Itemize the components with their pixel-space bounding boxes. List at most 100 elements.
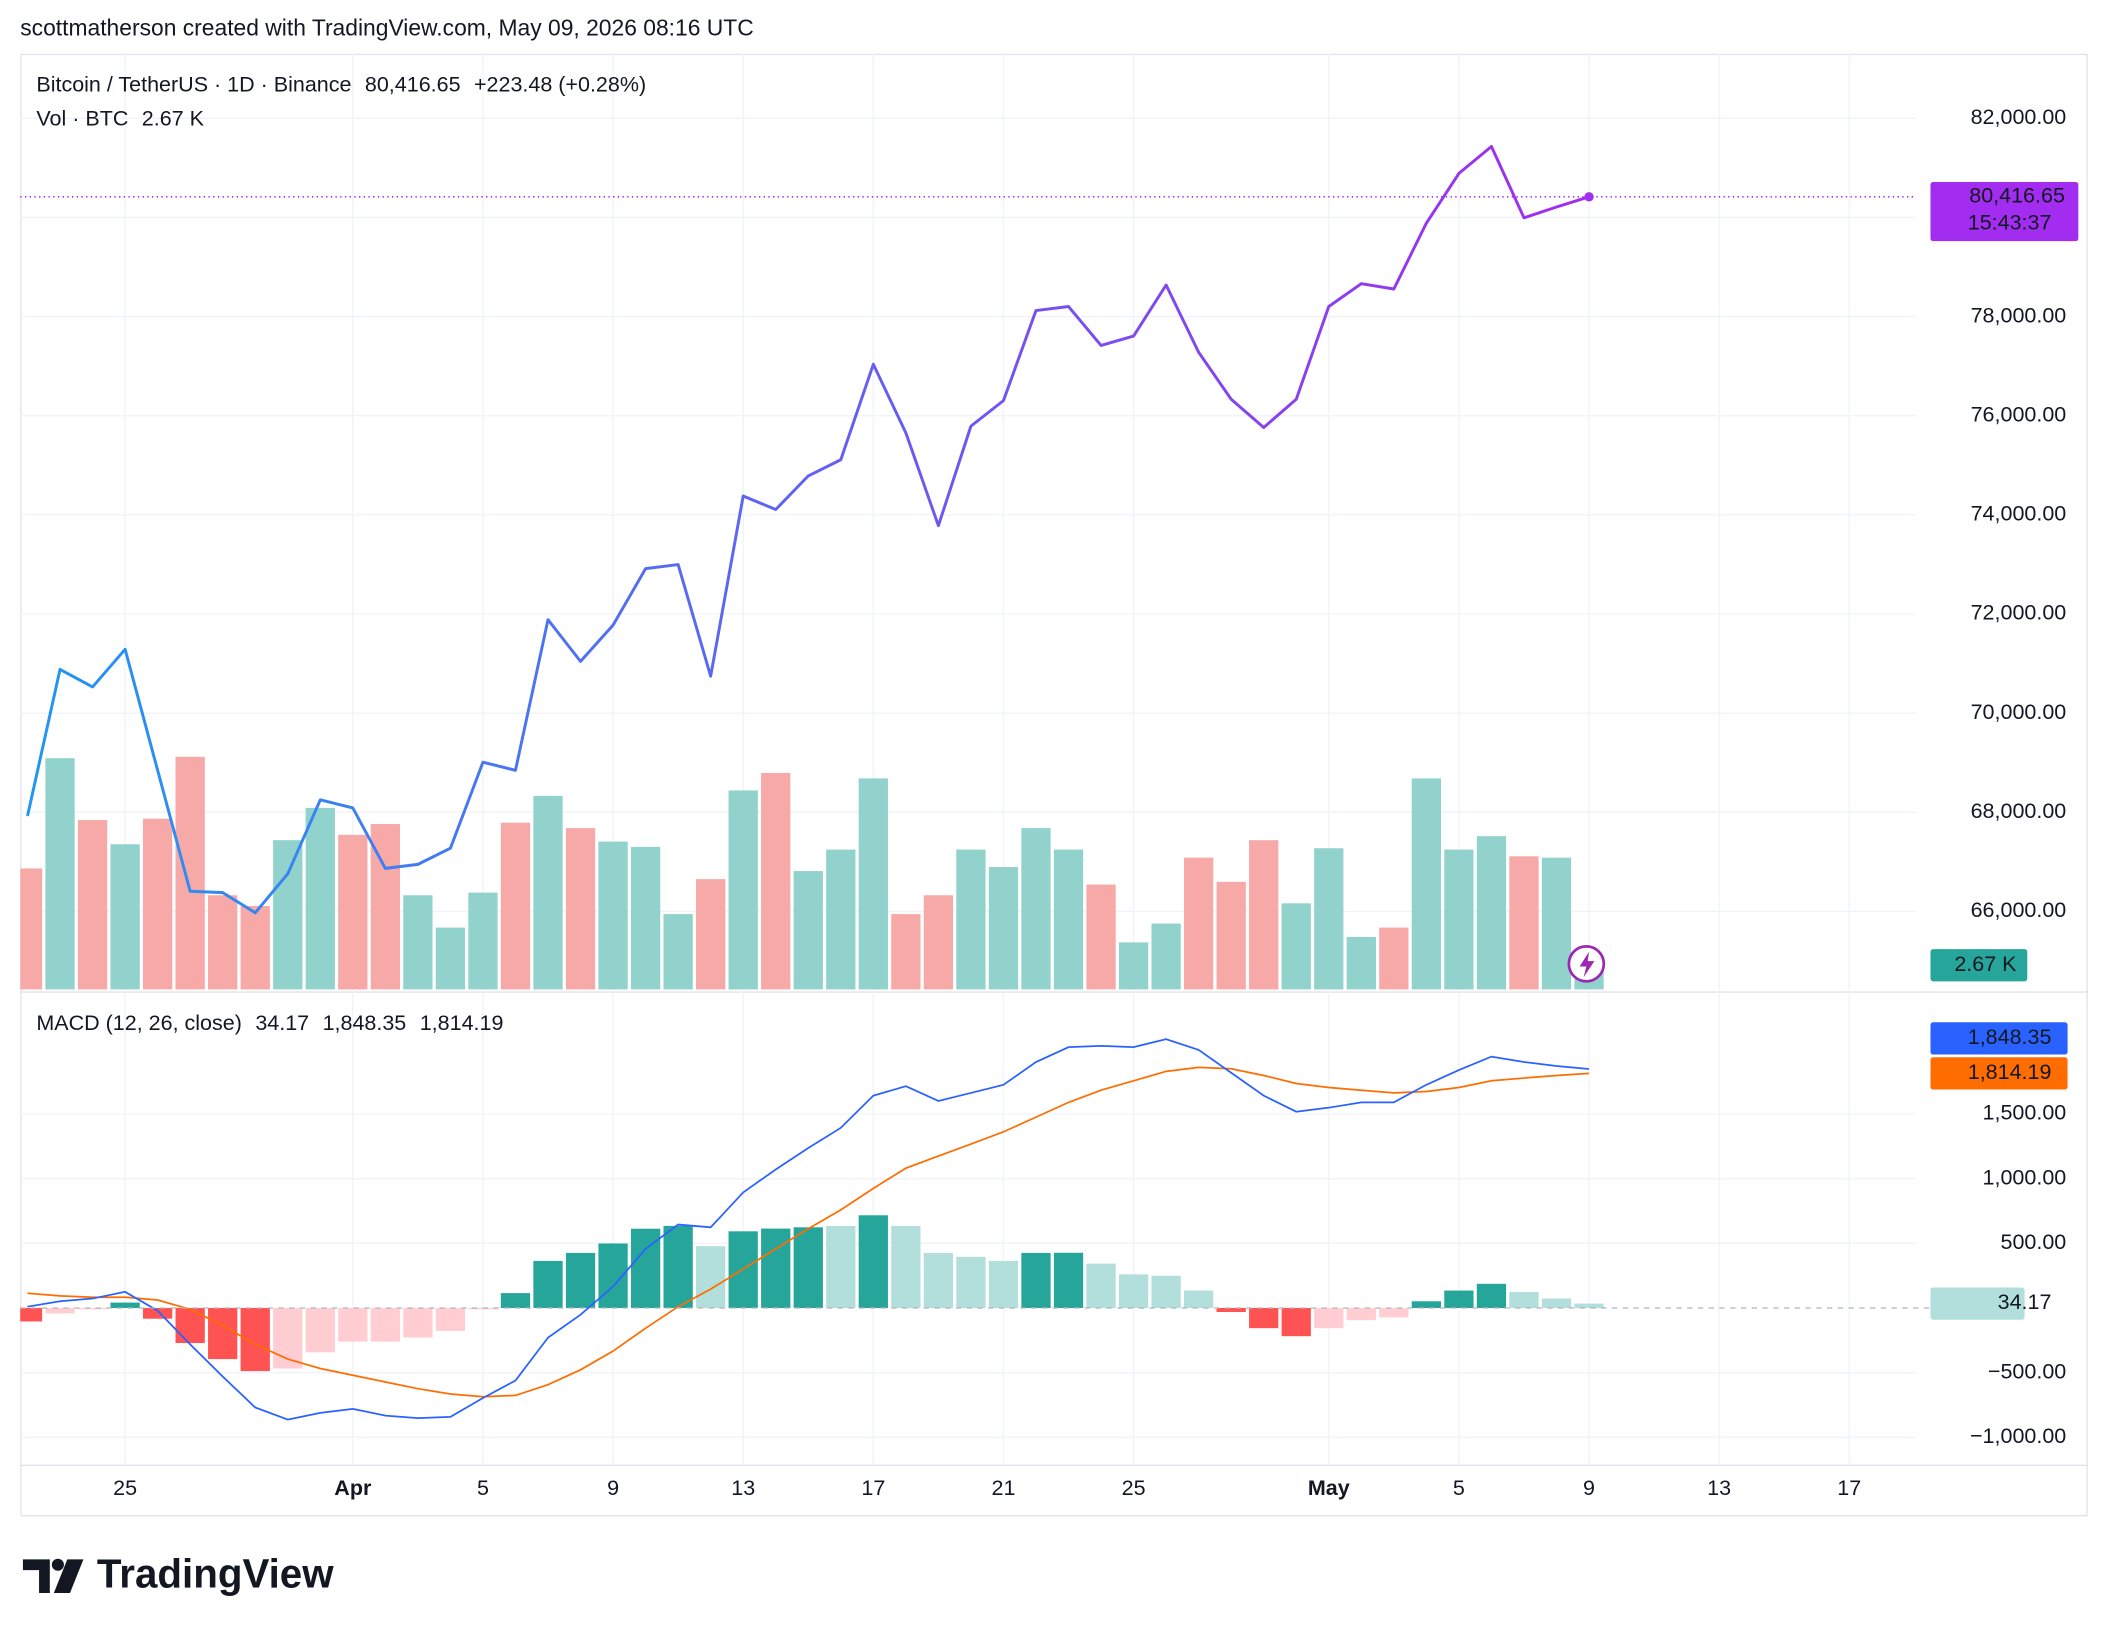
volume-bar <box>468 892 498 990</box>
volume-tag-label: 2.67 K <box>1954 952 2017 976</box>
x-tick-label: 17 <box>1837 1476 1861 1500</box>
legend-histogram-value: 34.17 <box>255 1011 309 1035</box>
logo-part <box>51 1558 64 1571</box>
y-tick-label: 68,000.00 <box>1971 799 2067 823</box>
y-tick-label: 74,000.00 <box>1971 502 2067 526</box>
histogram-bar <box>663 1225 693 1308</box>
histogram-bar <box>142 1307 173 1319</box>
volume-bar <box>273 840 303 990</box>
histogram-bar <box>1086 1263 1116 1308</box>
volume-bar <box>565 828 596 990</box>
legend-price: 80,416.65 <box>365 73 461 97</box>
volume-bar <box>500 822 531 990</box>
legend-signal-value: 1,814.19 <box>420 1011 504 1035</box>
x-tick-label: 5 <box>1453 1476 1465 1500</box>
histogram-bar <box>1216 1307 1246 1313</box>
histogram-bar <box>891 1226 921 1308</box>
legend: Bitcoin / TetherUS · 1D · Binance 80,416.… <box>36 73 646 1035</box>
chart-frame <box>20 53 2088 1517</box>
volume-bar <box>1086 884 1116 990</box>
histogram-bar <box>305 1307 335 1353</box>
histogram-bar <box>761 1228 791 1308</box>
histogram-bar <box>956 1256 986 1308</box>
histogram-bar <box>338 1307 368 1342</box>
volume-bar <box>1118 942 1149 990</box>
legend-macd-value: 1,848.35 <box>323 1011 407 1035</box>
volume-bar <box>1346 936 1376 990</box>
x-tick-label: 9 <box>607 1476 619 1500</box>
x-tick-label: 13 <box>731 1476 755 1500</box>
histogram-bar <box>793 1227 823 1308</box>
price-pane <box>20 145 1604 990</box>
volume-bar <box>338 834 368 990</box>
alert-icon <box>1567 945 1606 983</box>
volume-bar <box>1021 828 1051 990</box>
histogram-bar <box>696 1246 726 1308</box>
x-tick-label: 25 <box>113 1476 137 1500</box>
volume-bar <box>858 778 888 990</box>
grid <box>20 53 1916 1466</box>
credit: scottmatherson created with TradingView.… <box>20 15 754 41</box>
volume-bar <box>663 914 693 990</box>
volume-bar <box>1379 927 1409 990</box>
y-tick-label: 76,000.00 <box>1971 402 2067 426</box>
volume-bar <box>1476 836 1507 990</box>
histogram-bar <box>1541 1298 1572 1308</box>
volume-bar <box>598 841 628 990</box>
histogram-bar <box>1411 1301 1442 1308</box>
volume-bar <box>175 756 205 990</box>
volume-bar <box>1509 856 1539 990</box>
legend-title: Bitcoin / TetherUS · 1D · Binance <box>36 73 351 97</box>
volume-bar <box>1541 857 1572 990</box>
histogram-bar <box>533 1260 563 1308</box>
macd-pane <box>20 1038 1604 1421</box>
histogram-bar <box>208 1307 238 1360</box>
histogram-bar <box>1574 1303 1604 1308</box>
histogram-bar <box>1314 1307 1344 1329</box>
signal-tag <box>1930 1057 2068 1090</box>
volume-bar <box>305 807 335 990</box>
volume-bar <box>956 849 986 990</box>
histogram-bar <box>826 1226 856 1308</box>
histogram-bar <box>1053 1252 1084 1308</box>
histogram-bar <box>1249 1307 1279 1329</box>
alert-bolt <box>1579 951 1595 978</box>
histogram-bar <box>1379 1307 1409 1318</box>
signal-tag-label: 1,814.19 <box>1968 1060 2052 1084</box>
volume-bar <box>1216 881 1246 990</box>
volume-bar <box>761 772 791 990</box>
countdown-label: 15:43:37 <box>1968 210 2052 234</box>
histogram-bar <box>923 1252 954 1308</box>
volume-bar <box>826 849 856 990</box>
histogram-bar <box>20 1307 43 1322</box>
histogram-bar <box>1021 1252 1051 1308</box>
histogram-bar <box>1281 1307 1311 1337</box>
histogram-bar <box>858 1215 888 1308</box>
y-tick-label: 82,000.00 <box>1971 105 2067 129</box>
x-tick-label: 21 <box>991 1476 1015 1500</box>
volume-bar <box>20 868 43 990</box>
volume-bar <box>1184 857 1214 990</box>
volume-bar <box>208 895 238 990</box>
volume-bar <box>110 844 140 990</box>
volume-bar <box>240 906 270 990</box>
volume-bar <box>891 914 921 990</box>
histogram-bar <box>565 1252 596 1308</box>
volume-bar <box>533 795 563 990</box>
volume-bar <box>1444 849 1474 990</box>
last-price-dot <box>1584 192 1594 202</box>
histogram-bar <box>1476 1283 1507 1308</box>
volume-tag <box>1930 949 2028 982</box>
volume-bar <box>728 790 758 990</box>
histogram-bar <box>435 1307 466 1331</box>
x-tick-label: 5 <box>477 1476 489 1500</box>
histogram-bar <box>1151 1275 1181 1308</box>
y-tick-label: −500.00 <box>1988 1359 2066 1383</box>
volume-bar <box>142 818 173 990</box>
logo-part <box>53 1559 84 1593</box>
histogram-bar <box>1184 1290 1214 1308</box>
volume-bar <box>1314 848 1344 990</box>
x-tick-label: 9 <box>1583 1476 1595 1500</box>
price-tag-label: 80,416.65 <box>1969 183 2065 207</box>
